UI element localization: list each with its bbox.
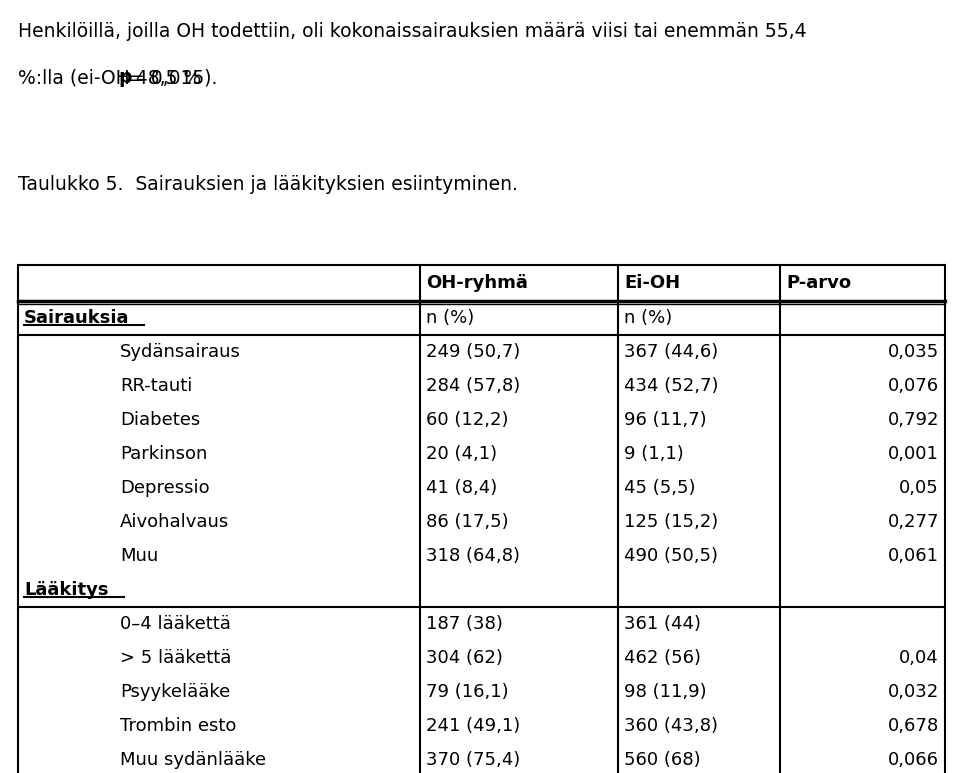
Text: Depressio: Depressio [120,479,209,497]
Text: 9 (1,1): 9 (1,1) [624,445,684,463]
Text: 490 (50,5): 490 (50,5) [624,547,718,565]
Text: 0,032: 0,032 [888,683,939,701]
Text: Sydänsairaus: Sydänsairaus [120,343,241,361]
Text: 0,061: 0,061 [888,547,939,565]
Text: Diabetes: Diabetes [120,411,201,429]
Text: n (%): n (%) [426,309,474,327]
Text: 249 (50,7): 249 (50,7) [426,343,520,361]
Text: Lääkitys: Lääkitys [24,581,108,599]
Text: 241 (49,1): 241 (49,1) [426,717,520,735]
Text: Psyykelääke: Psyykelääke [120,683,230,701]
Text: 45 (5,5): 45 (5,5) [624,479,695,497]
Text: 0,001: 0,001 [888,445,939,463]
Text: RR-tauti: RR-tauti [120,377,192,395]
Text: 41 (8,4): 41 (8,4) [426,479,497,497]
Text: n (%): n (%) [624,309,672,327]
Text: 0,05: 0,05 [900,479,939,497]
Text: 367 (44,6): 367 (44,6) [624,343,718,361]
Text: 370 (75,4): 370 (75,4) [426,751,520,769]
Text: 361 (44): 361 (44) [624,615,701,633]
Text: > 5 lääkettä: > 5 lääkettä [120,649,231,667]
Text: 0,04: 0,04 [900,649,939,667]
Text: Aivohalvaus: Aivohalvaus [120,513,229,531]
Text: 0,066: 0,066 [888,751,939,769]
Text: 0,277: 0,277 [887,513,939,531]
Text: Ei-OH: Ei-OH [624,274,680,292]
Text: 284 (57,8): 284 (57,8) [426,377,520,395]
Text: %:lla (ei-OH 48,5 %: %:lla (ei-OH 48,5 % [18,68,207,87]
Text: Trombin esto: Trombin esto [120,717,236,735]
Text: Muu: Muu [120,547,158,565]
Text: Taulukko 5.  Sairauksien ja lääkityksien esiintyminen.: Taulukko 5. Sairauksien ja lääkityksien … [18,175,517,194]
Text: 0,678: 0,678 [888,717,939,735]
Text: 60 (12,2): 60 (12,2) [426,411,509,429]
Text: 0,076: 0,076 [888,377,939,395]
Text: 0,792: 0,792 [887,411,939,429]
Text: = 0,015).: = 0,015). [124,68,218,87]
Text: 0,035: 0,035 [888,343,939,361]
Text: P-arvo: P-arvo [786,274,852,292]
Text: 96 (11,7): 96 (11,7) [624,411,707,429]
Text: 20 (4,1): 20 (4,1) [426,445,497,463]
Text: 360 (43,8): 360 (43,8) [624,717,718,735]
Text: 98 (11,9): 98 (11,9) [624,683,707,701]
Text: 434 (52,7): 434 (52,7) [624,377,718,395]
Text: 79 (16,1): 79 (16,1) [426,683,509,701]
Text: OH-ryhmä: OH-ryhmä [426,274,528,292]
Text: 125 (15,2): 125 (15,2) [624,513,718,531]
Text: Parkinson: Parkinson [120,445,207,463]
Text: Henkilöillä, joilla OH todettiin, oli kokonaissairauksien määrä viisi tai enemmä: Henkilöillä, joilla OH todettiin, oli ko… [18,22,806,41]
Text: Muu sydänlääke: Muu sydänlääke [120,751,266,769]
Text: 560 (68): 560 (68) [624,751,701,769]
Text: 462 (56): 462 (56) [624,649,701,667]
Text: 86 (17,5): 86 (17,5) [426,513,509,531]
Text: 318 (64,8): 318 (64,8) [426,547,520,565]
Text: 187 (38): 187 (38) [426,615,503,633]
Text: 0–4 lääkettä: 0–4 lääkettä [120,615,230,633]
Text: p: p [118,68,132,87]
Text: Sairauksia: Sairauksia [24,309,130,327]
Text: 304 (62): 304 (62) [426,649,503,667]
